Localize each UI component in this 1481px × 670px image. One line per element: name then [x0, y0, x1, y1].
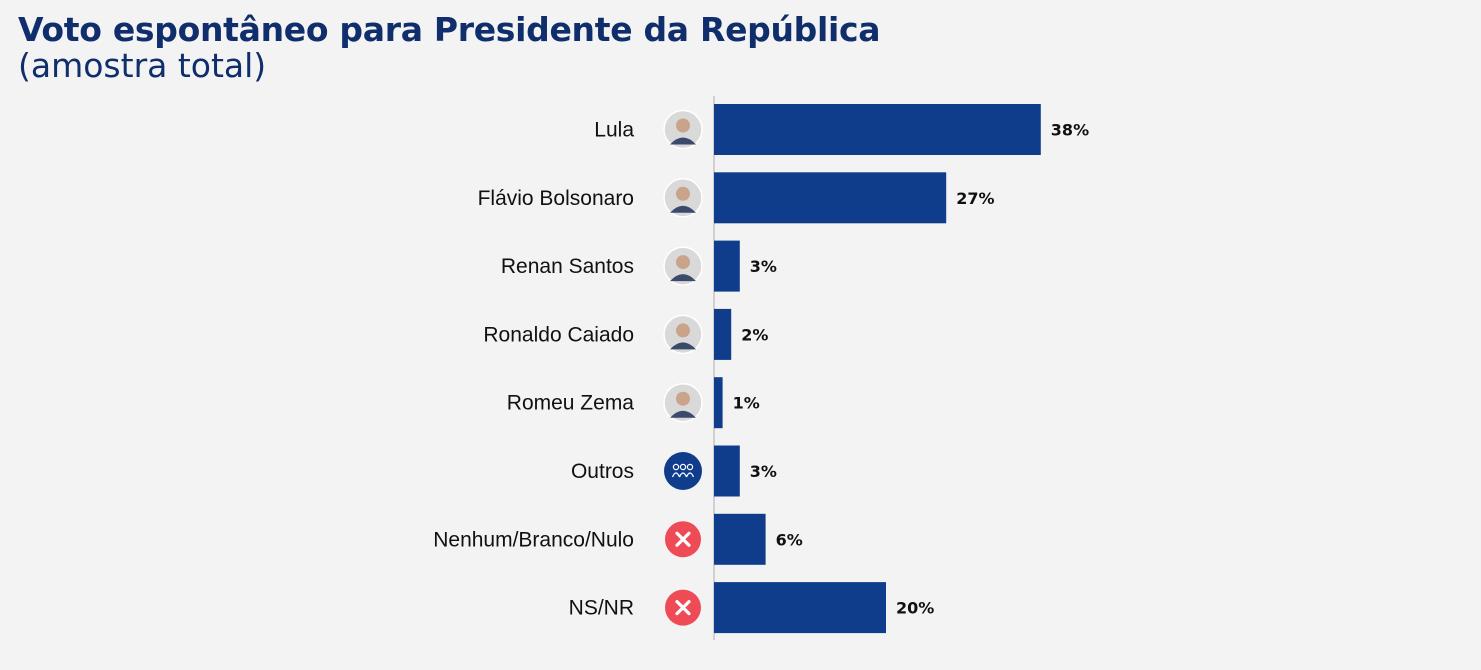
bar: [714, 240, 740, 292]
category-label: Lula: [594, 119, 634, 142]
value-label: 2%: [741, 325, 768, 344]
category-label: Nenhum/Branco/Nulo: [433, 528, 634, 551]
value-label: 38%: [1051, 121, 1089, 140]
chart-title: Voto espontâneo para Presidente da Repúb…: [18, 10, 881, 49]
x-circle-icon: [665, 521, 701, 558]
avatar: [663, 382, 703, 423]
avatar: [663, 109, 703, 150]
bar: [714, 445, 740, 497]
category-label: Renan Santos: [501, 255, 634, 278]
value-label: 20%: [896, 599, 934, 618]
bar: [714, 513, 766, 565]
avatar: [663, 314, 703, 355]
value-label: 6%: [776, 530, 803, 549]
category-label: Ronaldo Caiado: [483, 323, 634, 346]
chart-subtitle: (amostra total): [18, 46, 267, 85]
value-label: 27%: [956, 189, 994, 208]
bar: [714, 104, 1041, 155]
value-label: 3%: [750, 462, 777, 481]
group-icon: [664, 452, 702, 490]
category-label: Flávio Bolsonaro: [478, 187, 634, 210]
bar: [714, 582, 886, 634]
value-label: 3%: [750, 257, 777, 276]
category-label: Outros: [571, 460, 634, 483]
value-label: 1%: [733, 394, 760, 413]
avatar: [663, 178, 703, 218]
bar: [714, 172, 947, 224]
category-label: Romeu Zema: [507, 392, 635, 415]
bar: [714, 377, 723, 429]
category-label: NS/NR: [569, 597, 634, 620]
avatar: [663, 246, 703, 286]
x-circle-icon: [665, 589, 701, 626]
bar: [714, 308, 732, 360]
